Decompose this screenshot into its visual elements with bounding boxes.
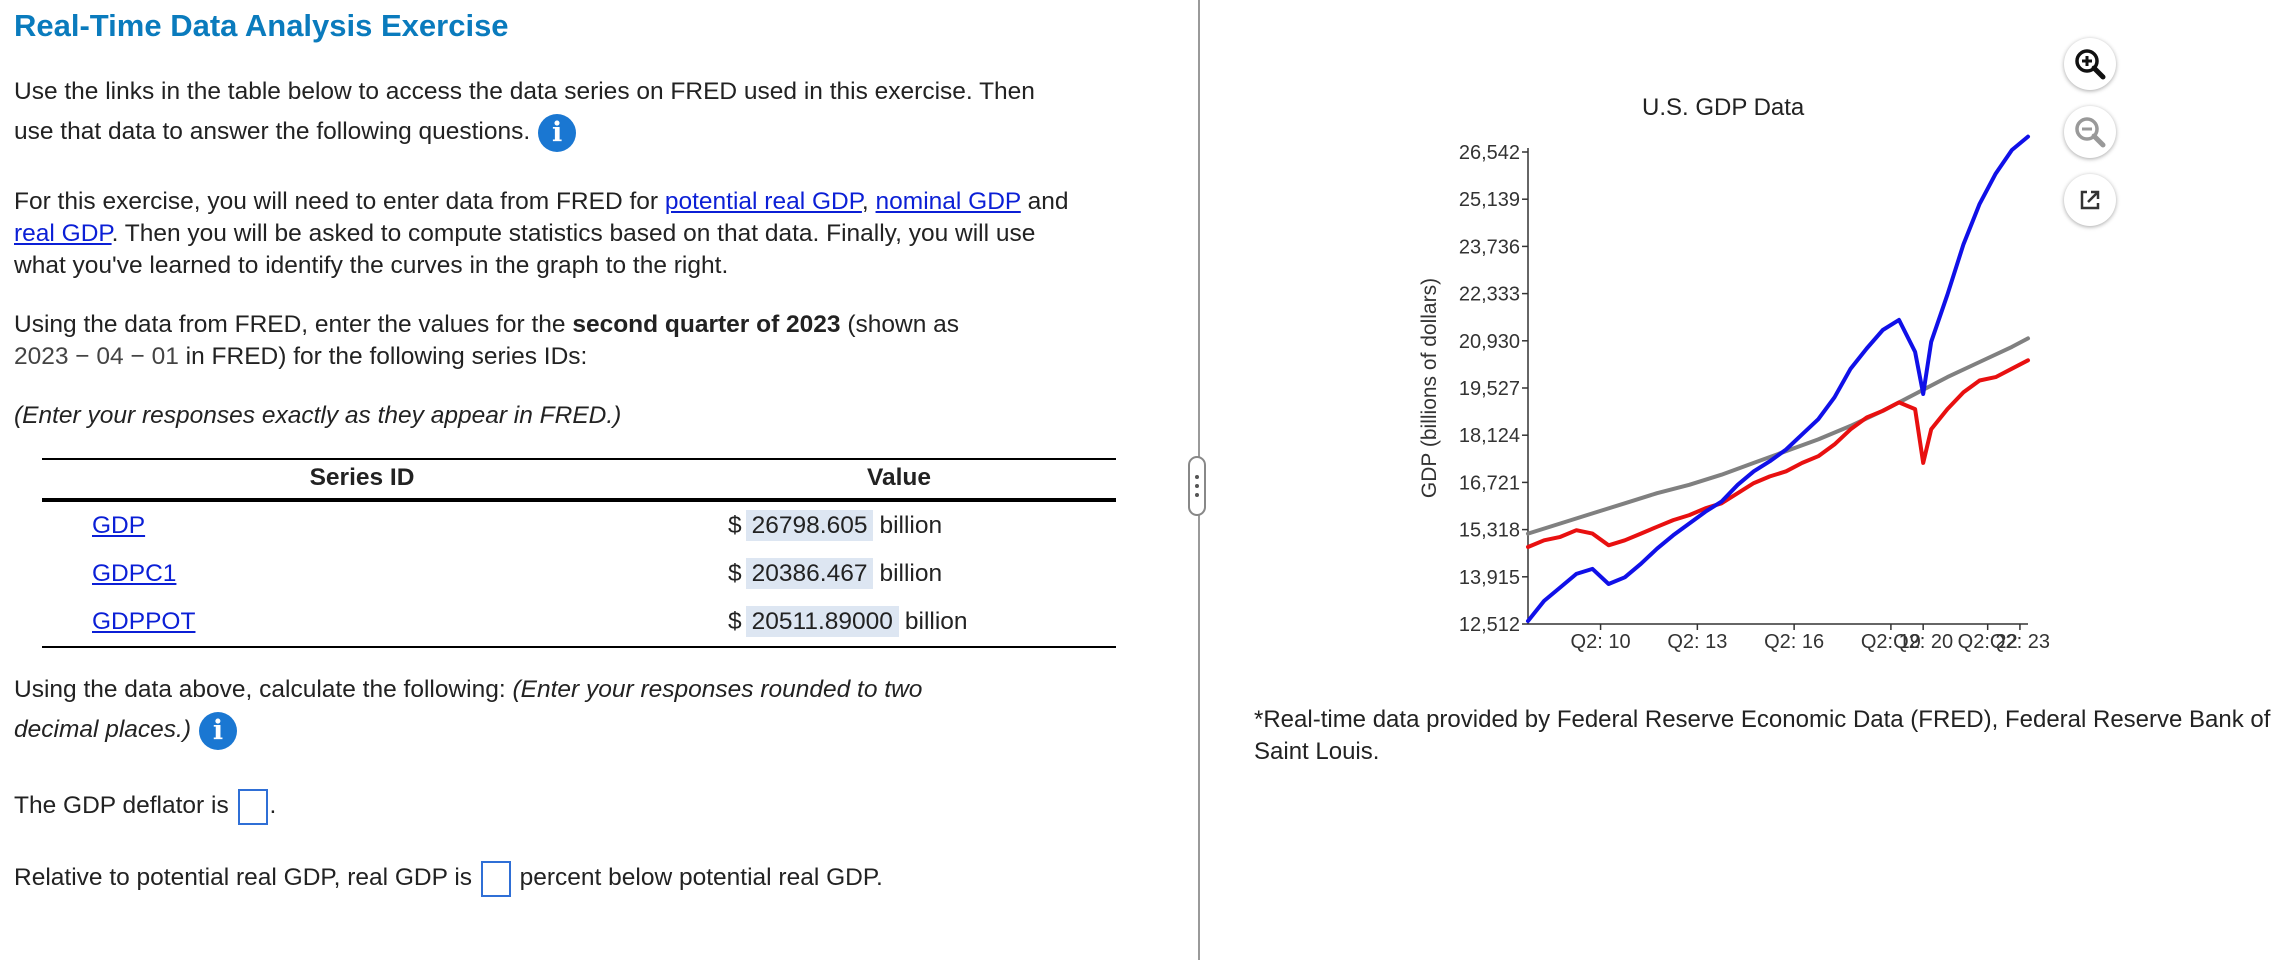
info-icon[interactable]: i [199, 711, 238, 750]
value-field[interactable]: 26798.605 [745, 510, 874, 541]
y-tick-label: 26,542 [1459, 142, 1520, 164]
y-axis-label: GDP (billions of dollars) [1418, 278, 1441, 498]
quarter-text: Using the data from FRED, enter the valu… [14, 311, 573, 338]
x-tick-label: Q2: 10 [1571, 631, 1631, 653]
and-text: and [1020, 188, 1069, 215]
y-tick-label: 13,915 [1459, 567, 1520, 589]
output-gap-text: Relative to potential real GDP, real GDP… [14, 864, 479, 891]
intro-line-1: Use the links in the table below to acce… [14, 78, 1035, 105]
x-tick-label: Q2: 19 [1861, 631, 1921, 653]
dollar-sign: $ [728, 512, 742, 539]
intro-line-2: use that data to answer the following qu… [14, 118, 531, 145]
y-tick-label: 20,930 [1459, 331, 1520, 353]
zoom-in-button[interactable] [2064, 38, 2116, 90]
output-gap-input[interactable] [480, 860, 511, 897]
x-tick-label: Q2: 23 [1990, 631, 2050, 653]
series-id-header: Series ID [42, 458, 682, 502]
series-table: Series ID Value GDP $26798.605 billion GD… [42, 458, 1116, 648]
value-cell: $20386.467 billion [682, 550, 1116, 598]
chart-title: U.S. GDP Data [1642, 94, 1805, 121]
output-gap-question: Relative to potential real GDP, real GDP… [14, 858, 883, 898]
page-title: Real-Time Data Analysis Exercise [14, 8, 509, 43]
y-tick-label: 19,527 [1459, 378, 1520, 400]
y-tick-label: 25,139 [1459, 189, 1520, 211]
deflator-text: The GDP deflator is [14, 792, 236, 819]
intro-paragraph: Use the links in the table below to acce… [14, 72, 1035, 152]
potential-real-gdp-link[interactable]: potential real GDP [664, 188, 862, 215]
y-tick-label: 23,736 [1459, 236, 1520, 258]
y-tick-label: 16,721 [1459, 472, 1520, 494]
series-line-2 [1526, 134, 2030, 623]
series-link-gdp[interactable]: GDP [92, 512, 146, 539]
x-tick-label: Q2: 20 [1893, 631, 1953, 653]
calc-text: Using the data above, calculate the foll… [14, 676, 513, 703]
resize-handle[interactable] [1188, 456, 1206, 516]
table-row: GDPC1 $20386.467 billion [42, 550, 1116, 598]
period-text: . [269, 792, 277, 819]
exercise-panel: Real-Time Data Analysis Exercise Use the… [14, 8, 1116, 898]
dollar-sign: $ [728, 560, 742, 587]
comma-text: , [861, 188, 876, 215]
quarter-text-2: (shown as [840, 311, 960, 338]
x-tick-label: Q2: 16 [1764, 631, 1824, 653]
external-link-icon [2080, 190, 2100, 210]
zoom-out-button[interactable] [2064, 106, 2116, 158]
unit-label: billion [904, 608, 968, 635]
value-cell: $26798.605 billion [682, 500, 1116, 550]
y-tick-label: 22,333 [1459, 284, 1520, 306]
dollar-sign: $ [728, 608, 742, 635]
real-gdp-link[interactable]: real GDP [14, 220, 112, 247]
quarter-text-3: in FRED) for the following series IDs: [178, 343, 588, 370]
exact-entry-note: (Enter your responses exactly as they ap… [14, 402, 622, 429]
value-field[interactable]: 20386.467 [745, 558, 874, 589]
fred-source-note: *Real-time data provided by Federal Rese… [1254, 706, 2271, 765]
series-link-gdpc1[interactable]: GDPC1 [92, 560, 177, 587]
unit-label: billion [879, 560, 943, 587]
zoom-in-icon [2075, 49, 2106, 80]
instructions-text: For this exercise, you will need to ente… [14, 188, 665, 215]
fred-date: 2023 − 04 − 01 [14, 343, 179, 370]
deflator-question: The GDP deflator is . [14, 786, 276, 826]
instructions-text-2: . Then you will be asked to compute stat… [111, 220, 1036, 247]
table-row: GDPPOT $20511.89000 billion [42, 598, 1116, 648]
calculation-paragraph: Using the data above, calculate the foll… [14, 670, 922, 750]
graph-panel: U.S. GDP Data 12,512 13,915 15,318 16,721 18… [1202, 0, 2278, 960]
series-line-0 [1526, 336, 2030, 536]
series-line-1 [1526, 358, 2030, 549]
x-tick-label: Q2: 13 [1667, 631, 1727, 653]
quarter-paragraph: Using the data from FRED, enter the valu… [14, 309, 959, 373]
value-cell: $20511.89000 billion [682, 598, 1116, 648]
y-tick-label: 15,318 [1459, 520, 1520, 542]
quarter-bold: second quarter of 2023 [572, 311, 841, 338]
y-tick-label: 18,124 [1459, 425, 1520, 447]
instructions-paragraph: For this exercise, you will need to ente… [14, 186, 1068, 282]
gdp-deflator-input[interactable] [237, 788, 268, 825]
zoom-out-icon [2075, 117, 2106, 148]
instructions-text-3: what you've learned to identify the curv… [14, 252, 729, 279]
x-tick-label: Q2: 22 [1958, 631, 2018, 653]
value-header: Value [682, 458, 1116, 502]
calc-italic-2: decimal places.) [14, 716, 192, 743]
y-tick-label: 12,512 [1459, 614, 1520, 636]
popout-button[interactable] [2064, 174, 2116, 226]
series-link-gdppot[interactable]: GDPPOT [92, 608, 196, 635]
unit-label: billion [879, 512, 943, 539]
info-icon[interactable]: i [538, 113, 577, 152]
gdp-chart: 12,512 13,915 15,318 16,721 18,124 19,527 20,9… [1418, 134, 2050, 653]
value-field[interactable]: 20511.89000 [745, 606, 899, 637]
calc-italic: (Enter your responses rounded to two [512, 676, 923, 703]
nominal-gdp-link[interactable]: nominal GDP [875, 188, 1021, 215]
table-row: GDP $26798.605 billion [42, 500, 1116, 550]
output-gap-text-2: percent below potential real GDP. [512, 864, 883, 891]
